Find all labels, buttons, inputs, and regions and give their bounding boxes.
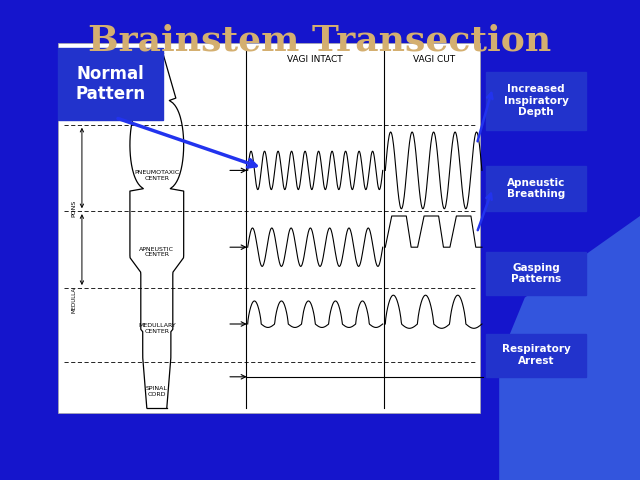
FancyBboxPatch shape [486,166,586,211]
Text: Respiratory
Arrest: Respiratory Arrest [502,345,570,366]
FancyBboxPatch shape [486,72,586,130]
FancyBboxPatch shape [58,48,163,120]
Text: Apneustic
Breathing: Apneustic Breathing [507,178,565,199]
Text: Brainstem Transection: Brainstem Transection [88,24,552,58]
Polygon shape [525,264,640,480]
Text: APNEUSTIC
CENTER: APNEUSTIC CENTER [140,247,174,257]
Text: Normal
Pattern: Normal Pattern [76,65,145,103]
Text: Increased
Inspiratory
Depth: Increased Inspiratory Depth [504,84,568,118]
Polygon shape [499,216,640,480]
Text: PONS: PONS [71,200,76,217]
FancyBboxPatch shape [486,252,586,295]
Text: Gasping
Patterns: Gasping Patterns [511,263,561,284]
Text: VAGI INTACT: VAGI INTACT [287,56,343,64]
Text: MEDULLARY
CENTER: MEDULLARY CENTER [138,324,175,334]
Text: MEDULLA: MEDULLA [71,287,76,313]
Text: VAGI CUT: VAGI CUT [413,56,454,64]
Text: PNEUMOTAXIC
CENTER: PNEUMOTAXIC CENTER [134,170,179,180]
FancyBboxPatch shape [486,334,586,377]
FancyBboxPatch shape [58,43,480,413]
Text: SPINAL
CORD: SPINAL CORD [146,386,168,396]
